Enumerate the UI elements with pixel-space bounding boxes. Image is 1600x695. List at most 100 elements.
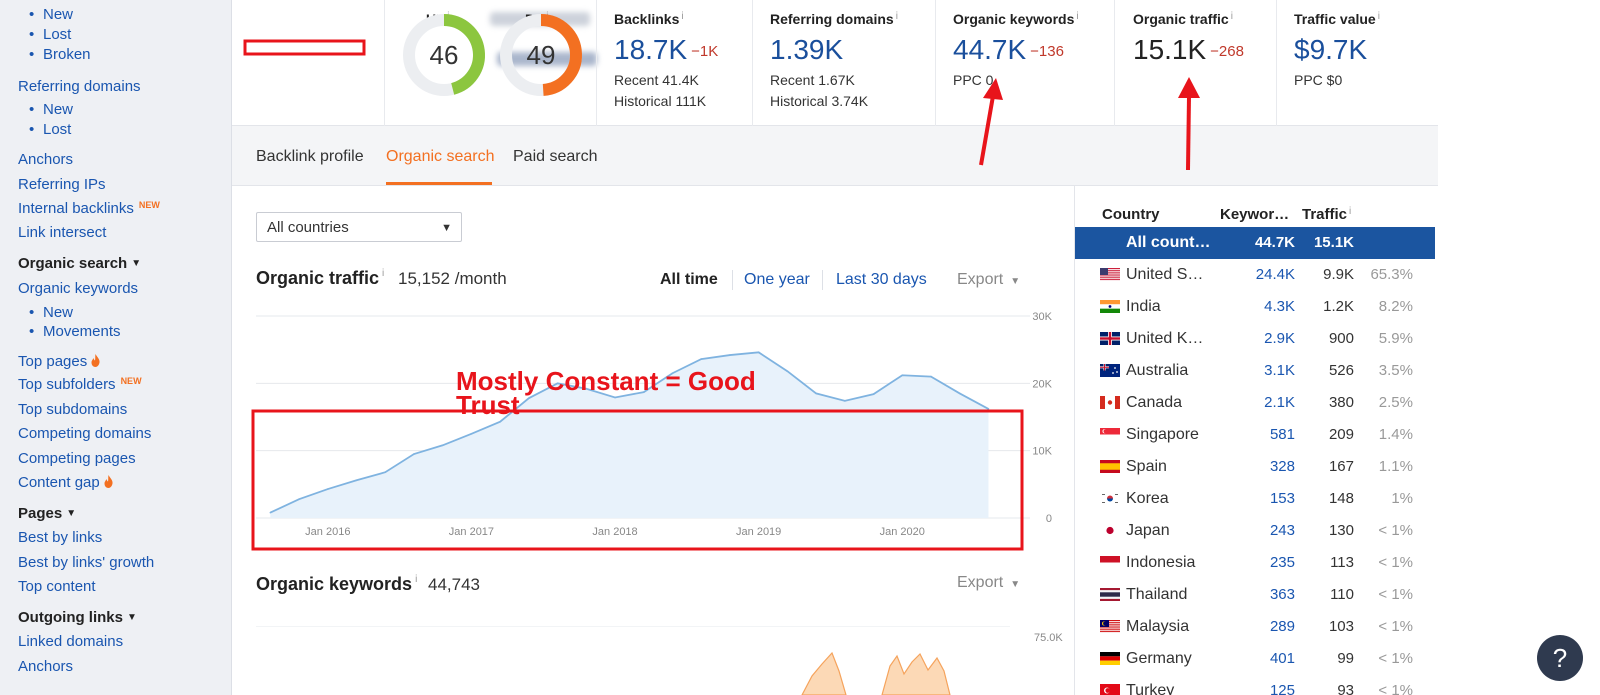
sidebar-item-best-by-links[interactable]: Best by links — [18, 529, 102, 546]
sidebar-item-competing-pages[interactable]: Competing pages — [18, 450, 136, 467]
country-keywords[interactable]: 24.4K — [1255, 266, 1295, 283]
sidebar-item-label: Content gap — [18, 474, 100, 491]
referring-domains-recent: Recent 1.67K — [770, 72, 855, 88]
sidebar-item-anchors[interactable]: Anchors — [18, 658, 73, 675]
sidebar-item-broken[interactable]: • Broken — [29, 46, 91, 63]
traffic-data-point — [757, 351, 760, 354]
sidebar-item-new[interactable]: • New — [29, 101, 73, 118]
country-row[interactable]: Korea 153 148 1% — [1075, 483, 1435, 515]
help-button[interactable]: ? — [1537, 635, 1583, 681]
sidebar-item-organic-keywords[interactable]: Organic keywords — [18, 280, 138, 297]
ca-flag-icon — [1100, 396, 1120, 409]
x-tick-label: Jan 2020 — [880, 526, 925, 538]
y-tick-label: 10K — [1032, 446, 1052, 458]
organic-traffic-metric[interactable]: Organic traffic i 15.1K −268 — [1115, 0, 1277, 126]
organic-traffic-value[interactable]: 15.1K −268 — [1133, 34, 1244, 65]
country-keywords[interactable]: 243 — [1269, 522, 1295, 539]
country-row[interactable]: Spain 328 167 1.1% — [1075, 451, 1435, 483]
traffic-data-point — [528, 397, 530, 399]
range-one-year[interactable]: One year — [744, 271, 810, 288]
country-keywords[interactable]: 4.3K — [1264, 298, 1295, 315]
sidebar-item-anchors[interactable]: Anchors — [18, 151, 73, 168]
sidebar-item-referring-ips[interactable]: Referring IPs — [18, 176, 106, 193]
backlinks-value[interactable]: 18.7K −1K — [614, 34, 719, 65]
country-keywords[interactable]: 125 — [1269, 682, 1295, 695]
sidebar-item-new[interactable]: • New — [29, 304, 73, 321]
country-keywords[interactable]: 328 — [1269, 458, 1295, 475]
country-row[interactable]: Malaysia 289 103 < 1% — [1075, 611, 1435, 643]
country-keywords[interactable]: 289 — [1269, 618, 1295, 635]
referring-domains-metric[interactable]: Referring domains i 1.39K Recent 1.67K Hi… — [753, 0, 936, 126]
country-row[interactable]: Australia 3.1K 526 3.5% — [1075, 355, 1435, 387]
country-keywords[interactable]: 401 — [1269, 650, 1295, 667]
keywords-export-button[interactable]: Export ▼ — [957, 574, 1021, 591]
tab-paid-search[interactable]: Paid search — [513, 148, 598, 165]
country-keywords[interactable]: 3.1K — [1264, 362, 1295, 379]
range-last-30-days[interactable]: Last 30 days — [836, 271, 927, 288]
sidebar-item-top-subfolders[interactable]: Top subfolders NEW — [18, 376, 142, 393]
sidebar-item-movements[interactable]: • Movements — [29, 323, 121, 340]
country-row[interactable]: United S… 24.4K 9.9K 65.3% — [1075, 259, 1435, 291]
sidebar-item-linked-domains[interactable]: Linked domains — [18, 633, 123, 650]
country-row[interactable]: Canada 2.1K 380 2.5% — [1075, 387, 1435, 419]
sidebar-item-top-subdomains[interactable]: Top subdomains — [18, 401, 127, 418]
country-row[interactable]: Thailand 363 110 < 1% — [1075, 579, 1435, 611]
sidebar-item-internal-backlinks[interactable]: Internal backlinks NEW — [18, 200, 160, 217]
country-traffic: 209 — [1328, 426, 1354, 443]
country-keywords[interactable]: 581 — [1269, 426, 1295, 443]
country-row[interactable]: Turkey 125 93 < 1% — [1075, 675, 1435, 695]
traffic-value-value[interactable]: $9.7K — [1294, 34, 1368, 65]
tab-backlink-profile[interactable]: Backlink profile — [256, 148, 364, 165]
sidebar-item-label: Link intersect — [18, 224, 107, 241]
sidebar-item-outgoing-links[interactable]: Outgoing links ▼ — [18, 609, 137, 626]
col-traffic[interactable]: Traffic i — [1302, 206, 1352, 223]
country-row[interactable]: Germany 401 99 < 1% — [1075, 643, 1435, 675]
country-traffic: 93 — [1337, 682, 1354, 695]
country-traffic: 103 — [1328, 618, 1354, 635]
sidebar-item-competing-domains[interactable]: Competing domains — [18, 425, 151, 442]
country-row[interactable]: Japan 243 130 < 1% — [1075, 515, 1435, 547]
country-keywords[interactable]: 153 — [1269, 490, 1295, 507]
sidebar-item-link-intersect[interactable]: Link intersect — [18, 224, 106, 241]
sidebar-item-organic-search[interactable]: Organic search ▼ — [18, 255, 141, 272]
country-row[interactable]: Singapore 581 209 1.4% — [1075, 419, 1435, 451]
backlinks-metric[interactable]: Backlinks i 18.7K −1K Recent 41.4K Histori… — [597, 0, 753, 126]
es-flag-icon — [1100, 460, 1120, 473]
sidebar-item-new[interactable]: • New — [29, 6, 73, 23]
country-row[interactable]: All count… 44.7K 15.1K — [1075, 227, 1435, 259]
sidebar-item-referring-domains[interactable]: Referring domains — [18, 78, 141, 95]
sidebar-item-label: Internal backlinks — [18, 200, 134, 217]
col-country[interactable]: Country — [1102, 206, 1160, 223]
sidebar-item-top-content[interactable]: Top content — [18, 578, 96, 595]
range-all-time[interactable]: All time — [660, 271, 718, 288]
country-traffic: 1.2K — [1323, 298, 1354, 315]
sidebar-item-top-pages[interactable]: Top pages — [18, 353, 100, 370]
country-traffic: 110 — [1330, 586, 1354, 603]
organic-keywords-chart: 75.0K — [256, 626, 1063, 695]
sidebar-item-lost[interactable]: • Lost — [29, 26, 71, 43]
country-select[interactable]: All countries ▼ — [256, 212, 462, 242]
referring-domains-value[interactable]: 1.39K — [770, 34, 844, 65]
country-row[interactable]: Indonesia 235 113 < 1% — [1075, 547, 1435, 579]
traffic-value-metric[interactable]: Traffic value i $9.7K PPC $0 — [1277, 0, 1438, 126]
country-row[interactable]: United K… 2.9K 900 5.9% — [1075, 323, 1435, 355]
country-keywords[interactable]: 235 — [1269, 554, 1295, 571]
tab-organic-search[interactable]: Organic search — [386, 148, 495, 165]
traffic-export-button[interactable]: Export ▼ — [957, 271, 1021, 288]
organic-keywords-metric[interactable]: Organic keywords i 44.7K −136 PPC 0 — [936, 0, 1115, 126]
sidebar-item-lost[interactable]: • Lost — [29, 121, 71, 138]
country-traffic-share: 1% — [1391, 490, 1413, 507]
x-tick-label: Jan 2019 — [736, 526, 781, 538]
sidebar-item-content-gap[interactable]: Content gap — [18, 474, 113, 491]
country-keywords[interactable]: 2.1K — [1264, 394, 1295, 411]
organic-keywords-ppc: PPC 0 — [953, 72, 994, 88]
country-keywords[interactable]: 363 — [1269, 586, 1295, 603]
sidebar-item-label: Top content — [18, 578, 96, 595]
col-keywords[interactable]: Keywor… — [1220, 206, 1290, 223]
country-keywords[interactable]: 2.9K — [1264, 330, 1295, 347]
country-row[interactable]: India 4.3K 1.2K 8.2% — [1075, 291, 1435, 323]
sidebar-item-pages[interactable]: Pages ▼ — [18, 505, 76, 522]
organic-keywords-value[interactable]: 44.7K −136 — [953, 34, 1064, 65]
sidebar-item-best-by-links-growth[interactable]: Best by links' growth — [18, 554, 154, 571]
country-keywords[interactable]: 44.7K — [1254, 234, 1295, 251]
